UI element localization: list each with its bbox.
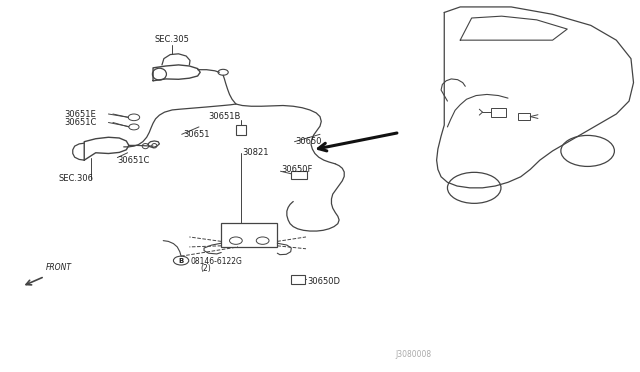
Text: 30650F: 30650F	[282, 165, 313, 174]
Bar	[291, 275, 305, 284]
Text: 30651C: 30651C	[64, 118, 96, 127]
Text: 30650D: 30650D	[307, 277, 340, 286]
Bar	[291, 171, 307, 179]
Bar	[491, 108, 506, 116]
Text: 30651B: 30651B	[208, 112, 241, 121]
Text: (2): (2)	[200, 264, 211, 273]
Text: 30651C: 30651C	[117, 156, 150, 166]
Text: 30821: 30821	[243, 148, 269, 157]
Text: SEC.305: SEC.305	[155, 35, 189, 44]
Bar	[236, 125, 246, 135]
Text: J3080008: J3080008	[395, 350, 431, 359]
Bar	[221, 223, 277, 247]
Text: 30651: 30651	[183, 130, 209, 139]
Text: FRONT: FRONT	[46, 263, 72, 272]
Bar	[518, 113, 531, 120]
Text: 30651E: 30651E	[64, 109, 95, 119]
Text: 30650: 30650	[296, 137, 323, 146]
Text: B: B	[179, 257, 184, 264]
Text: 08146-6122G: 08146-6122G	[190, 257, 242, 266]
Text: SEC.306: SEC.306	[59, 174, 93, 183]
